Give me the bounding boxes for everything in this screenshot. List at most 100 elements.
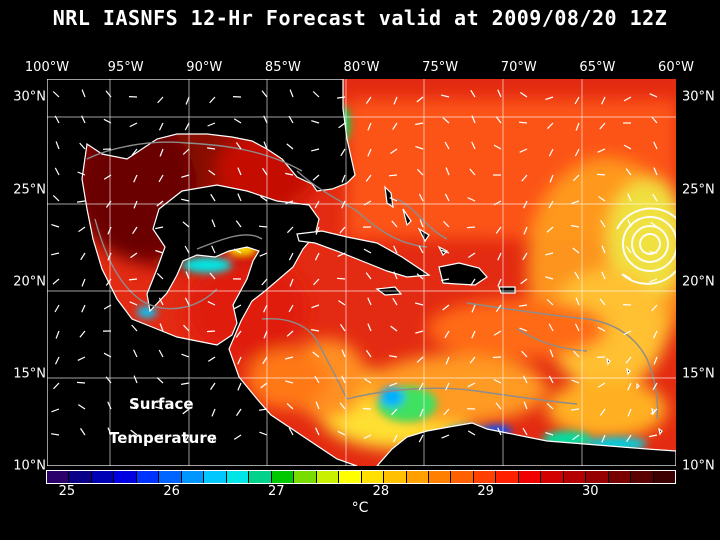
wind-vector: [128, 278, 138, 281]
wind-vector: [315, 226, 320, 235]
colorbar-swatch: [518, 471, 542, 483]
wind-vector: [133, 349, 138, 358]
wind-vector: [393, 271, 398, 280]
wind-vector: [601, 434, 606, 443]
wind-vector: [288, 304, 294, 313]
wind-vector: [54, 356, 60, 365]
wind-vector: [519, 148, 528, 153]
wind-vector: [626, 434, 632, 443]
wind-vector: [81, 304, 86, 313]
wind-vector: [523, 401, 528, 410]
wind-vector: [286, 226, 294, 234]
wind-vector: [184, 434, 190, 443]
wind-vector: [286, 330, 294, 337]
lesser-antilles-islands: [606, 357, 663, 436]
wind-vector: [442, 304, 450, 311]
wind-vector: [184, 245, 190, 254]
wind-vector: [419, 408, 424, 417]
wind-vector: [497, 427, 502, 436]
wind-vector: [522, 375, 528, 384]
colorbar-swatch: [159, 471, 182, 483]
wind-vector: [571, 379, 580, 384]
wind-vector: [363, 200, 372, 206]
latitude-label-right: 15°N: [682, 366, 715, 382]
wind-vector: [129, 301, 138, 306]
wind-vector: [418, 434, 424, 443]
wind-vector: [211, 434, 216, 443]
wind-vector: [237, 382, 242, 391]
wind-vector: [159, 148, 164, 157]
wind-vector: [572, 247, 580, 254]
wind-vector: [627, 408, 632, 417]
wind-vector: [54, 304, 60, 313]
wind-vector: [207, 356, 216, 362]
wind-vector: [597, 382, 606, 388]
colorbar-swatch: [339, 471, 362, 483]
wind-vector: [185, 96, 190, 105]
wind-vector: [211, 408, 216, 417]
wind-vector: [314, 200, 320, 209]
wind-vector: [523, 226, 528, 235]
latitude-label-left: 25°N: [13, 182, 46, 198]
latitude-label-right: 10°N: [682, 458, 715, 474]
wind-vector: [312, 351, 320, 358]
wind-vector: [207, 147, 216, 150]
wind-vector: [51, 224, 60, 228]
wind-vector: [445, 167, 450, 176]
wind-vector: [237, 356, 242, 365]
wind-vector: [51, 252, 60, 256]
wind-vector: [107, 252, 112, 261]
colorbar-swatch: [563, 471, 587, 483]
wind-vector: [77, 404, 86, 410]
wind-vector: [261, 278, 268, 286]
wind-vector: [388, 174, 398, 177]
wind-vector: [367, 297, 372, 306]
wind-vector: [627, 193, 632, 202]
wind-vector: [184, 122, 190, 131]
wind-vector: [337, 96, 346, 99]
wind-vector: [79, 142, 86, 150]
colorbar-swatch: [114, 471, 137, 483]
colorbar-tick-labels: 25 26 27 28 29 30: [46, 484, 674, 500]
colorbar-swatch: [608, 471, 632, 483]
wind-vector: [493, 200, 502, 206]
wind-vector: [493, 378, 502, 384]
wind-vector: [493, 144, 502, 150]
wind-vector: [574, 323, 580, 332]
wind-vector: [442, 117, 450, 124]
wind-vector: [573, 350, 580, 358]
wind-vector: [467, 197, 476, 202]
longitude-label: 100°W: [24, 60, 70, 75]
wind-vector: [599, 122, 606, 130]
wind-vector: [261, 90, 268, 98]
latitude-label-left: 15°N: [13, 366, 46, 382]
wind-vector: [155, 434, 164, 438]
colorbar-tick-label: 27: [267, 484, 285, 499]
wind-vector: [233, 304, 242, 310]
wind-vector: [518, 121, 528, 124]
wind-vector: [181, 198, 190, 202]
latitude-label-left: 10°N: [13, 458, 46, 474]
wind-vector: [312, 174, 320, 181]
wind-vector: [81, 115, 86, 124]
wind-vector: [156, 200, 164, 207]
wind-vector: [652, 193, 658, 202]
wind-vector: [548, 148, 554, 157]
puerto-rico-island: [498, 286, 516, 294]
wind-vector: [313, 278, 320, 286]
wind-vector: [467, 382, 476, 388]
wind-vector: [546, 122, 554, 130]
wind-vector: [181, 174, 190, 178]
wind-vector: [415, 145, 424, 150]
colorbar-unit-label: °C: [351, 500, 369, 516]
wind-vector: [258, 225, 268, 228]
wind-vector: [497, 252, 502, 261]
wind-vector: [156, 272, 164, 280]
wind-vector: [391, 408, 398, 416]
wind-vector: [211, 245, 216, 254]
wind-vector: [390, 325, 398, 332]
wind-vector: [495, 226, 502, 234]
wind-vector: [105, 90, 112, 98]
wind-vector: [575, 122, 580, 131]
wind-vector: [132, 226, 138, 235]
